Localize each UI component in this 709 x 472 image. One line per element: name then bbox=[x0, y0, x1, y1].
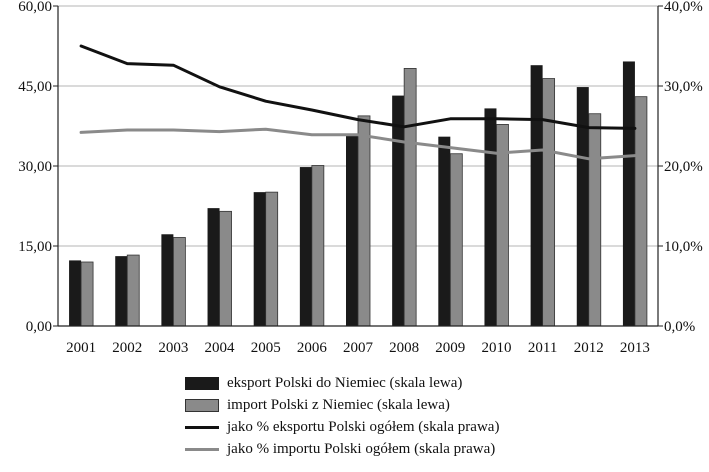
bar-import bbox=[588, 113, 602, 327]
x-tick-label: 2012 bbox=[574, 340, 604, 356]
bar-eksport bbox=[484, 108, 497, 327]
bar-eksport bbox=[530, 65, 543, 326]
bar-eksport bbox=[622, 61, 635, 326]
bar-eksport bbox=[299, 167, 312, 326]
legend-item-import-pct: jako % importu Polski ogółem (skala praw… bbox=[185, 438, 685, 460]
legend: eksport Polski do Niemiec (skala lewa) i… bbox=[185, 372, 685, 460]
bar-import bbox=[449, 153, 463, 327]
legend-label-eksport-pct: jako % eksportu Polski ogółem (skala pra… bbox=[227, 418, 500, 435]
y-right-tick-label: 30,0% bbox=[664, 79, 703, 95]
bar-import bbox=[403, 68, 417, 327]
x-tick-label: 2005 bbox=[251, 340, 281, 356]
x-tick-label: 2009 bbox=[435, 340, 465, 356]
legend-label-import-pct: jako % importu Polski ogółem (skala praw… bbox=[227, 440, 496, 457]
x-tick-label: 2004 bbox=[205, 340, 236, 356]
x-tick-label: 2001 bbox=[66, 340, 96, 356]
x-tick-label: 2008 bbox=[389, 340, 419, 356]
legend-label-import: import Polski z Niemiec (skala lewa) bbox=[227, 396, 450, 413]
x-tick-label: 2010 bbox=[481, 340, 511, 356]
y-left-tick-label: 45,00 bbox=[18, 79, 52, 95]
line-import-pct bbox=[79, 127, 637, 161]
legend-swatch-eksport bbox=[185, 376, 219, 390]
x-tick-label: 2003 bbox=[158, 340, 188, 356]
y-left-tick-label: 60,00 bbox=[18, 0, 52, 15]
legend-line-eksport-pct bbox=[185, 425, 219, 429]
bar-import bbox=[265, 191, 279, 327]
bar-import bbox=[634, 96, 648, 327]
x-tick-label: 2006 bbox=[297, 340, 328, 356]
legend-item-eksport-pct: jako % eksportu Polski ogółem (skala pra… bbox=[185, 416, 685, 438]
bar-import bbox=[219, 210, 232, 327]
bar-import bbox=[496, 124, 509, 327]
legend-swatch-import bbox=[185, 398, 219, 412]
legend-label-eksport: eksport Polski do Niemiec (skala lewa) bbox=[227, 374, 463, 391]
bar-import bbox=[357, 115, 371, 327]
x-tick-label: 2011 bbox=[528, 340, 557, 356]
line-eksport-pct bbox=[79, 44, 637, 130]
bar-eksport bbox=[346, 134, 358, 326]
x-tick-label: 2007 bbox=[343, 340, 374, 356]
x-tick-label: 2013 bbox=[620, 340, 650, 356]
legend-line-import-pct bbox=[185, 447, 219, 451]
bar-import bbox=[172, 237, 186, 327]
y-right-tick-label: 20,0% bbox=[664, 159, 703, 175]
y-left-tick-label: 15,00 bbox=[18, 239, 52, 255]
bar-import bbox=[80, 261, 94, 327]
y-right-tick-label: 0,0% bbox=[664, 319, 695, 335]
bar-import bbox=[126, 254, 140, 327]
bar-eksport bbox=[207, 208, 220, 326]
legend-item-eksport: eksport Polski do Niemiec (skala lewa) bbox=[185, 372, 685, 394]
y-right-tick-label: 40,0% bbox=[664, 0, 703, 15]
bar-eksport bbox=[69, 260, 82, 326]
bar-eksport bbox=[438, 136, 451, 326]
bar-eksport bbox=[576, 87, 589, 326]
y-left-tick-label: 30,00 bbox=[18, 159, 52, 175]
y-left-tick-label: 0,00 bbox=[26, 319, 52, 335]
bar-eksport bbox=[161, 234, 174, 326]
y-right-tick-label: 10,0% bbox=[664, 239, 703, 255]
bar-import bbox=[311, 165, 325, 327]
legend-item-import: import Polski z Niemiec (skala lewa) bbox=[185, 394, 685, 416]
bar-import bbox=[542, 78, 556, 327]
x-tick-label: 2002 bbox=[112, 340, 142, 356]
bar-eksport bbox=[392, 95, 405, 326]
bar-eksport bbox=[115, 256, 128, 326]
bar-eksport bbox=[253, 192, 266, 326]
